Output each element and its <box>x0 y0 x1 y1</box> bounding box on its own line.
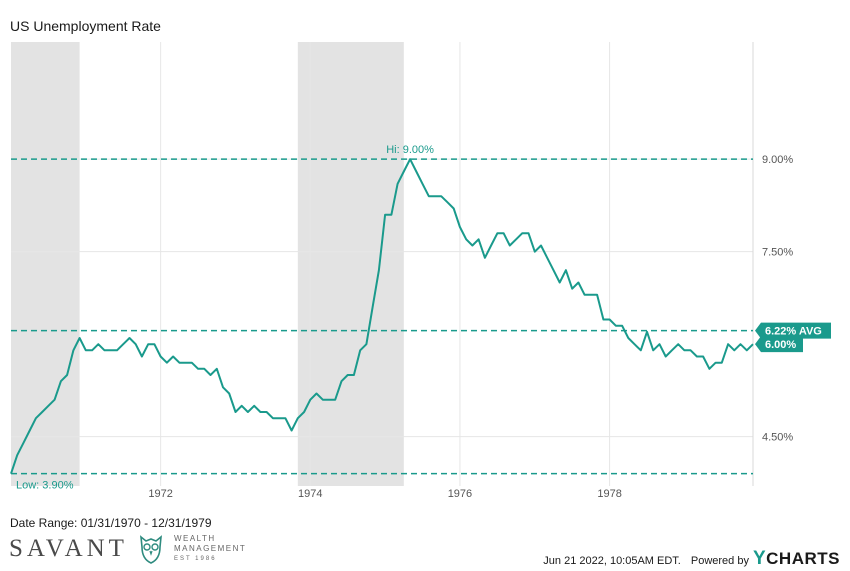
avg-badge: 6.22% AVG <box>755 322 831 339</box>
recession-band-2 <box>297 42 404 486</box>
reference-lines <box>11 158 753 475</box>
logo-tagline: WEALTH MANAGEMENT EST 1986 <box>173 534 247 562</box>
x-tick-3: 1976 <box>448 488 472 500</box>
x-tick-4: 1978 <box>597 488 621 500</box>
series-line-unemployment <box>10 158 754 475</box>
last-value-badge: 6.00% <box>755 336 803 353</box>
date-range: Date Range: 01/31/1970 - 12/31/1979 <box>10 516 212 530</box>
x-tick-1: 1972 <box>148 488 172 500</box>
hi-label: Hi: 9.00% <box>386 144 434 156</box>
line-chart: 1972 1974 1976 1978 9.00% 7.50% 4.50% Hi: 9.0… <box>10 42 831 500</box>
y-tick-1: 9.00% <box>762 154 793 166</box>
ycharts-logo[interactable]: YCHARTS <box>752 548 840 569</box>
x-tick-2: 1974 <box>298 488 322 500</box>
last-value-badge-bg <box>755 336 803 353</box>
x-axis-ticks: 1972 1974 1976 1978 <box>148 488 621 500</box>
recession-band-1 <box>11 42 80 486</box>
avg-badge-text: 6.22% AVG <box>765 326 822 338</box>
last-value-badge-text: 6.00% <box>765 339 796 351</box>
footer-credits: Jun 21 2022, 10:05AM EDT. Powered by YCH… <box>543 548 840 570</box>
y-tick-3: 4.50% <box>762 432 793 444</box>
powered-by-label: Powered by <box>690 555 749 567</box>
low-label: Low: 3.90% <box>16 480 74 492</box>
owl-icon <box>139 535 162 564</box>
avg-badge-bg <box>755 322 831 339</box>
timestamp: Jun 21 2022, 10:05AM EDT. <box>543 555 681 567</box>
y-axis-ticks: 9.00% 7.50% 4.50% <box>762 154 793 444</box>
logo-wordmark: SAVANT <box>9 535 128 562</box>
recession-bands <box>11 42 404 486</box>
savant-logo: SAVANT WEALTH MANAGEMENT EST 1986 <box>9 532 246 566</box>
chart-title: US Unemployment Rate <box>10 18 161 34</box>
y-tick-2: 7.50% <box>762 247 793 259</box>
